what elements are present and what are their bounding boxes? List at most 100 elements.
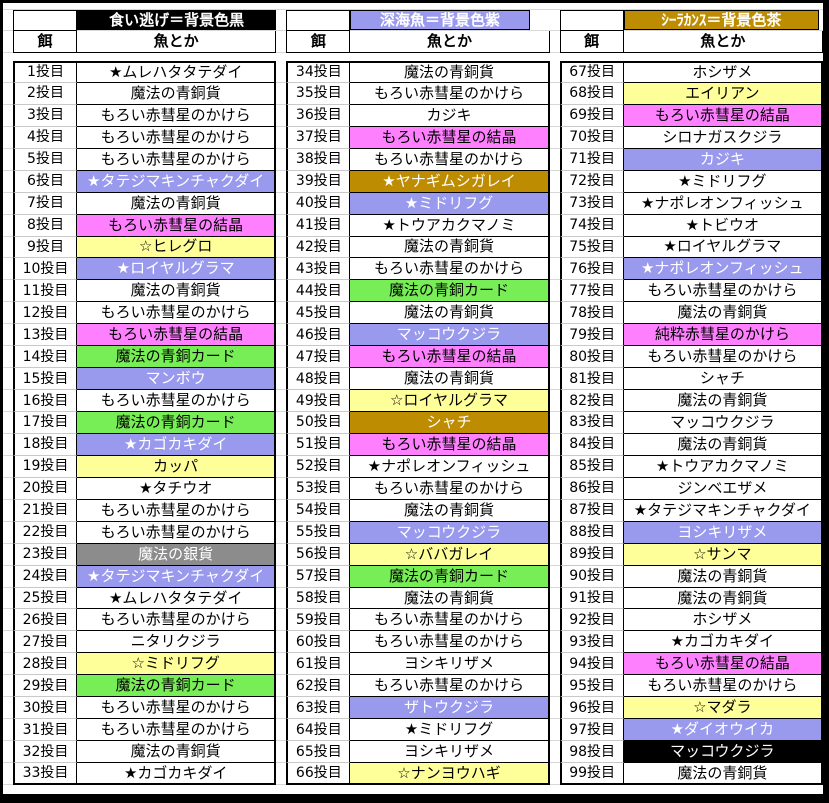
result-cell[interactable]: ☆サンマ bbox=[623, 543, 823, 566]
cast-cell[interactable]: 27投目 bbox=[13, 631, 77, 654]
result-cell[interactable]: ★ムレハタタテダイ bbox=[77, 61, 277, 83]
cast-cell[interactable]: 8投目 bbox=[13, 214, 77, 237]
fish-header[interactable]: 魚とか bbox=[77, 31, 277, 53]
group-title[interactable]: 食い逃げ＝背景色黒 bbox=[77, 10, 277, 30]
cast-cell[interactable]: 55投目 bbox=[286, 521, 351, 544]
cast-cell[interactable]: 10投目 bbox=[13, 258, 77, 281]
cast-cell[interactable]: 9投目 bbox=[13, 236, 77, 259]
cast-cell[interactable]: 18投目 bbox=[13, 433, 77, 456]
cast-cell[interactable]: 58投目 bbox=[286, 587, 351, 610]
result-cell[interactable]: ★トウアカクマノミ bbox=[623, 455, 823, 478]
cast-cell[interactable]: 57投目 bbox=[286, 565, 351, 588]
result-cell[interactable]: 魔法の青銅カード bbox=[77, 412, 277, 434]
cast-cell[interactable]: 39投目 bbox=[286, 170, 351, 193]
cast-cell[interactable]: 50投目 bbox=[286, 412, 351, 434]
result-cell[interactable]: ★ロイヤルグラマ bbox=[77, 258, 277, 281]
result-cell[interactable]: もろい赤彗星の結晶 bbox=[350, 346, 550, 369]
cast-cell[interactable]: 43投目 bbox=[286, 258, 351, 281]
result-cell[interactable]: ヨシキリザメ bbox=[350, 653, 550, 676]
cast-cell[interactable]: 67投目 bbox=[559, 61, 624, 83]
result-cell[interactable]: もろい赤彗星の結晶 bbox=[623, 653, 823, 676]
result-cell[interactable]: 魔法の青銅貨 bbox=[77, 280, 277, 303]
group-title[interactable]: 深海魚＝背景色紫 bbox=[350, 10, 530, 30]
cast-cell[interactable]: 42投目 bbox=[286, 236, 351, 259]
result-cell[interactable]: マッコウクジラ bbox=[350, 324, 550, 347]
result-cell[interactable]: 魔法の青銅貨 bbox=[350, 61, 550, 83]
cast-cell[interactable]: 90投目 bbox=[559, 565, 624, 588]
cast-cell[interactable]: 59投目 bbox=[286, 609, 351, 632]
result-cell[interactable]: もろい赤彗星のかけら bbox=[77, 148, 277, 171]
result-cell[interactable]: 魔法の青銅貨 bbox=[623, 433, 823, 456]
group-title-cell[interactable]: 食い逃げ＝背景色黒 bbox=[77, 10, 277, 31]
cast-cell[interactable]: 73投目 bbox=[559, 192, 624, 215]
result-cell[interactable]: マッコウクジラ bbox=[623, 741, 823, 764]
result-cell[interactable]: ★トビウオ bbox=[623, 214, 823, 237]
result-cell[interactable]: もろい赤彗星のかけら bbox=[77, 499, 277, 522]
result-cell[interactable]: ★ナポレオンフィッシュ bbox=[623, 192, 823, 215]
result-cell[interactable]: ☆ロイヤルグラマ bbox=[350, 390, 550, 413]
result-cell[interactable]: もろい赤彗星のかけら bbox=[77, 697, 277, 720]
result-cell[interactable]: 魔法の青銅貨 bbox=[623, 587, 823, 610]
cast-cell[interactable]: 5投目 bbox=[13, 148, 77, 171]
result-cell[interactable]: ★ミドリフグ bbox=[350, 719, 550, 742]
result-cell[interactable]: 魔法の青銅貨 bbox=[623, 390, 823, 413]
cast-cell[interactable]: 30投目 bbox=[13, 697, 77, 720]
cast-cell[interactable]: 65投目 bbox=[286, 741, 351, 764]
result-cell[interactable]: もろい赤彗星の結晶 bbox=[77, 214, 277, 237]
result-cell[interactable]: 魔法の青銅貨 bbox=[350, 499, 550, 522]
result-cell[interactable]: カジキ bbox=[350, 104, 550, 127]
result-cell[interactable]: 魔法の青銅カード bbox=[77, 346, 277, 369]
result-cell[interactable]: シャチ bbox=[623, 368, 823, 391]
cast-cell[interactable]: 19投目 bbox=[13, 455, 77, 478]
cast-cell[interactable]: 7投目 bbox=[13, 192, 77, 215]
cast-cell[interactable]: 36投目 bbox=[286, 104, 351, 127]
result-cell[interactable]: ホシザメ bbox=[623, 609, 823, 632]
result-cell[interactable]: ☆ミドリフグ bbox=[77, 653, 277, 676]
cast-cell[interactable]: 99投目 bbox=[559, 763, 624, 785]
cast-cell[interactable]: 78投目 bbox=[559, 302, 624, 325]
result-cell[interactable]: もろい赤彗星のかけら bbox=[350, 675, 550, 698]
cast-cell[interactable]: 14投目 bbox=[13, 346, 77, 369]
cast-cell[interactable]: 68投目 bbox=[559, 82, 624, 105]
result-cell[interactable]: 魔法の青銅貨 bbox=[350, 587, 550, 610]
cast-cell[interactable]: 31投目 bbox=[13, 719, 77, 742]
cast-cell[interactable]: 2投目 bbox=[13, 82, 77, 105]
cast-cell[interactable]: 70投目 bbox=[559, 126, 624, 149]
cast-cell[interactable]: 72投目 bbox=[559, 170, 624, 193]
cast-cell[interactable]: 35投目 bbox=[286, 82, 351, 105]
result-cell[interactable]: ★ミドリフグ bbox=[350, 192, 550, 215]
result-cell[interactable]: ★ミドリフグ bbox=[623, 170, 823, 193]
result-cell[interactable]: ★タテジマキンチャクダイ bbox=[77, 170, 277, 193]
cast-cell[interactable]: 29投目 bbox=[13, 675, 77, 698]
cast-cell[interactable]: 20投目 bbox=[13, 477, 77, 500]
cast-cell[interactable]: 32投目 bbox=[13, 741, 77, 764]
cast-cell[interactable]: 4投目 bbox=[13, 126, 77, 149]
result-cell[interactable]: 魔法の青銅カード bbox=[77, 675, 277, 698]
result-cell[interactable]: ヨシキリザメ bbox=[623, 521, 823, 544]
result-cell[interactable]: エイリアン bbox=[623, 82, 823, 105]
cast-cell[interactable]: 28投目 bbox=[13, 653, 77, 676]
result-cell[interactable]: カッパ bbox=[77, 455, 277, 478]
cast-cell[interactable]: 13投目 bbox=[13, 324, 77, 347]
cast-cell[interactable]: 84投目 bbox=[559, 433, 624, 456]
cast-cell[interactable]: 75投目 bbox=[559, 236, 624, 259]
cast-cell[interactable]: 83投目 bbox=[559, 412, 624, 434]
result-cell[interactable]: ホシザメ bbox=[623, 61, 823, 83]
cast-cell[interactable]: 21投目 bbox=[13, 499, 77, 522]
cast-cell[interactable]: 41投目 bbox=[286, 214, 351, 237]
cast-cell[interactable]: 6投目 bbox=[13, 170, 77, 193]
cast-cell[interactable]: 86投目 bbox=[559, 477, 624, 500]
cast-cell[interactable]: 49投目 bbox=[286, 390, 351, 413]
result-cell[interactable]: ★タテジマキンチャクダイ bbox=[77, 565, 277, 588]
result-cell[interactable]: もろい赤彗星の結晶 bbox=[350, 433, 550, 456]
cast-cell[interactable]: 88投目 bbox=[559, 521, 624, 544]
cast-cell[interactable]: 66投目 bbox=[286, 763, 351, 785]
cast-cell[interactable]: 74投目 bbox=[559, 214, 624, 237]
cast-cell[interactable]: 96投目 bbox=[559, 697, 624, 720]
cast-cell[interactable]: 93投目 bbox=[559, 631, 624, 654]
empty-cell[interactable] bbox=[286, 10, 351, 31]
result-cell[interactable]: もろい赤彗星のかけら bbox=[350, 609, 550, 632]
cast-cell[interactable]: 40投目 bbox=[286, 192, 351, 215]
result-cell[interactable]: マッコウクジラ bbox=[623, 412, 823, 434]
result-cell[interactable]: 魔法の銀貨 bbox=[77, 543, 277, 566]
